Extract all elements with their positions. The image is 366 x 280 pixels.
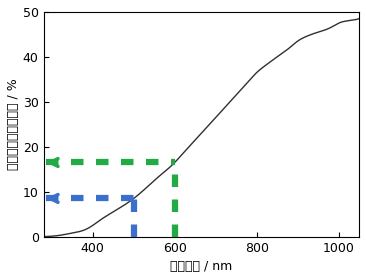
Y-axis label: エネルギー変換効率 / %: エネルギー変換効率 / % — [7, 78, 20, 170]
X-axis label: 応答波長 / nm: 応答波長 / nm — [170, 260, 232, 273]
